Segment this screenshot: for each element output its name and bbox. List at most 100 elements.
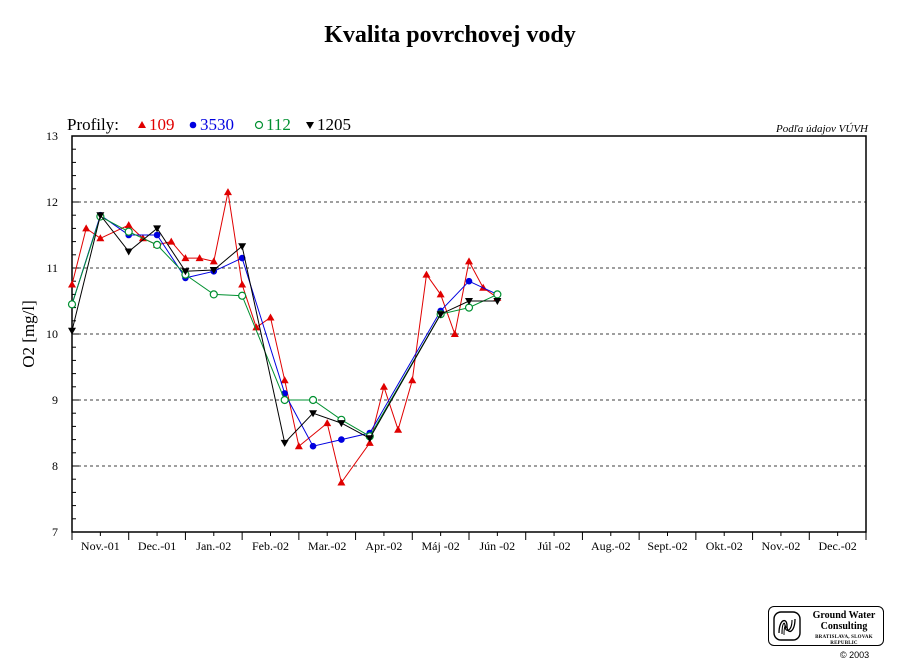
data-point [209, 266, 218, 274]
data-point [436, 311, 445, 319]
data-point [280, 376, 289, 384]
data-point [464, 303, 474, 312]
copyright-notice: © 2003 [840, 650, 870, 660]
company-logo: Ground Water Consulting BRATISLAVA, SLOV… [768, 606, 884, 646]
data-point [209, 290, 218, 299]
x-tick-label: Okt.-02 [706, 539, 743, 553]
x-tick-label: Mar.-02 [308, 539, 346, 553]
source-note: Podľa údajov VÚVH [775, 123, 869, 135]
data-point [238, 243, 247, 251]
y-tick-label: 8 [52, 459, 58, 473]
data-point [280, 439, 289, 447]
y-axis-label: O2 [mg/l] [19, 300, 38, 368]
data-point [153, 225, 162, 233]
data-point [294, 442, 303, 450]
data-point [308, 395, 318, 405]
data-point [465, 257, 473, 265]
data-point [209, 257, 218, 265]
data-point [493, 290, 502, 299]
data-point [195, 254, 204, 262]
data-point [266, 313, 275, 321]
x-tick-label: Máj -02 [421, 539, 459, 553]
data-point [450, 330, 459, 337]
data-point [124, 248, 133, 256]
x-tick-label: Jún -02 [480, 539, 516, 553]
series-line [71, 214, 498, 444]
data-point [153, 231, 161, 239]
data-point [309, 410, 318, 418]
data-point [181, 268, 190, 276]
y-tick-label: 10 [46, 327, 58, 341]
data-point [238, 280, 247, 288]
legend: Profily: 109 3530 112 1205 [67, 115, 351, 134]
data-point [465, 277, 473, 285]
data-point [436, 290, 445, 298]
data-point [408, 376, 417, 384]
data-point [365, 438, 374, 446]
data-point [67, 300, 77, 309]
data-point [465, 298, 473, 305]
x-tick-label: Júl -02 [538, 539, 571, 553]
data-point [68, 327, 76, 335]
data-point [82, 224, 91, 232]
data-point [337, 478, 346, 486]
series-112 [67, 212, 502, 441]
series-line [71, 214, 498, 447]
legend-label: 3530 [200, 115, 234, 134]
grid-lines [72, 201, 866, 467]
y-tick-label: 11 [46, 261, 58, 275]
y-tick-label: 9 [52, 393, 58, 407]
data-point [152, 240, 162, 249]
data-point [280, 395, 289, 405]
legend-marker [254, 120, 264, 130]
logo-text-line2: Consulting [820, 621, 868, 632]
y-tick-label: 12 [46, 195, 58, 209]
x-tick-label: Dec.-02 [818, 539, 856, 553]
data-point [68, 280, 76, 288]
legend-label: 109 [149, 115, 175, 134]
data-point [167, 237, 176, 245]
data-point [365, 435, 374, 443]
data-point [252, 323, 261, 331]
data-point [96, 212, 105, 220]
x-tick-label: Sept.-02 [647, 539, 687, 553]
data-point [96, 234, 105, 242]
data-point [124, 221, 133, 229]
series-layer [67, 188, 502, 486]
series-line [71, 191, 498, 484]
x-tick-label: Jan.-02 [196, 539, 231, 553]
data-point [338, 436, 345, 443]
legend-marker [306, 122, 314, 129]
axes: 7 8 9 10 11 12 13 Nov.-01 Dec.-01 Jan.-02 Feb.-02 M… [46, 129, 867, 553]
logo-mark-icon [773, 611, 801, 641]
data-point [181, 254, 190, 262]
data-point [223, 188, 232, 196]
series-1205 [68, 212, 502, 447]
logo-text-line3: BRATISLAVA, SLOVAK REPUBLIC [815, 635, 873, 646]
logo-text-line1: Ground Water [812, 610, 876, 621]
legend-marker [189, 121, 197, 129]
x-tick-label: Aug.-02 [591, 539, 631, 553]
legend-label: 1205 [317, 115, 351, 134]
data-point [379, 382, 388, 390]
data-point [422, 270, 431, 278]
chart-title: Kvalita povrchovej vody [324, 22, 576, 48]
legend-marker [138, 121, 146, 128]
data-point [337, 420, 346, 428]
data-point [309, 442, 317, 450]
x-tick-label: Nov.-01 [81, 539, 120, 553]
data-point [238, 291, 247, 300]
data-point [238, 254, 246, 262]
y-tick-label: 7 [52, 525, 58, 539]
x-tick-label: Nov.-02 [761, 539, 800, 553]
x-tick-label: Feb.-02 [252, 539, 289, 553]
legend-prefix: Profily: [67, 115, 119, 134]
data-point [394, 425, 403, 433]
x-tick-label: Dec.-01 [138, 539, 176, 553]
legend-label: 112 [266, 115, 291, 134]
data-point [124, 227, 133, 236]
x-tick-label: Apr.-02 [365, 539, 402, 553]
y-tick-label: 13 [46, 129, 58, 143]
data-point [493, 298, 502, 305]
